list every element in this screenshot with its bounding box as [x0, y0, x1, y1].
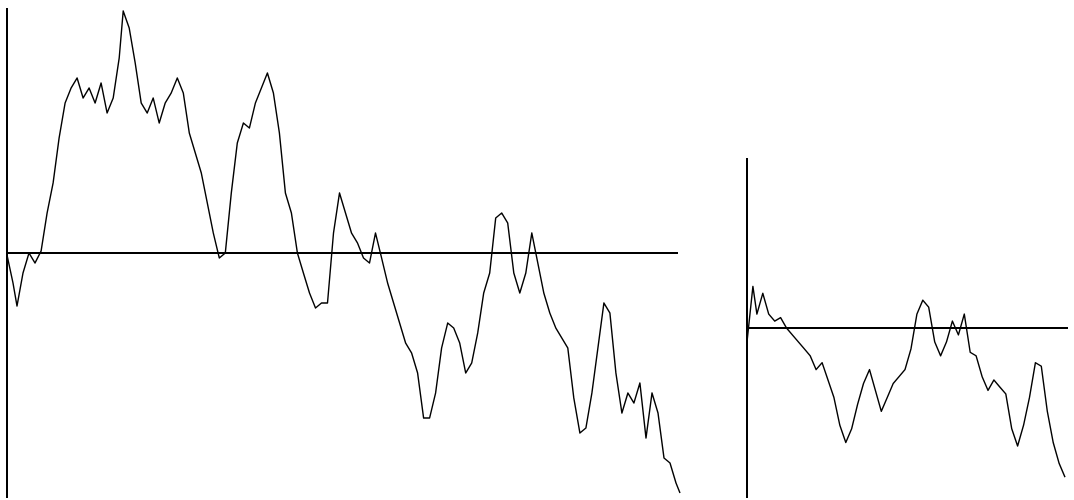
price-line-2: [746, 285, 1066, 478]
price-line-1: [6, 10, 681, 494]
